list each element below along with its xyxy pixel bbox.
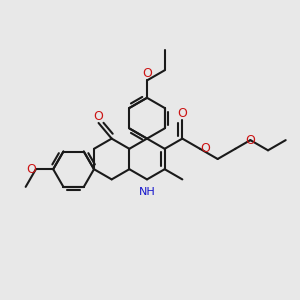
- Text: NH: NH: [139, 187, 156, 197]
- Text: O: O: [94, 110, 103, 123]
- Text: O: O: [200, 142, 210, 155]
- Text: O: O: [142, 68, 152, 80]
- Text: O: O: [26, 163, 36, 176]
- Text: O: O: [245, 134, 255, 147]
- Text: O: O: [177, 107, 187, 120]
